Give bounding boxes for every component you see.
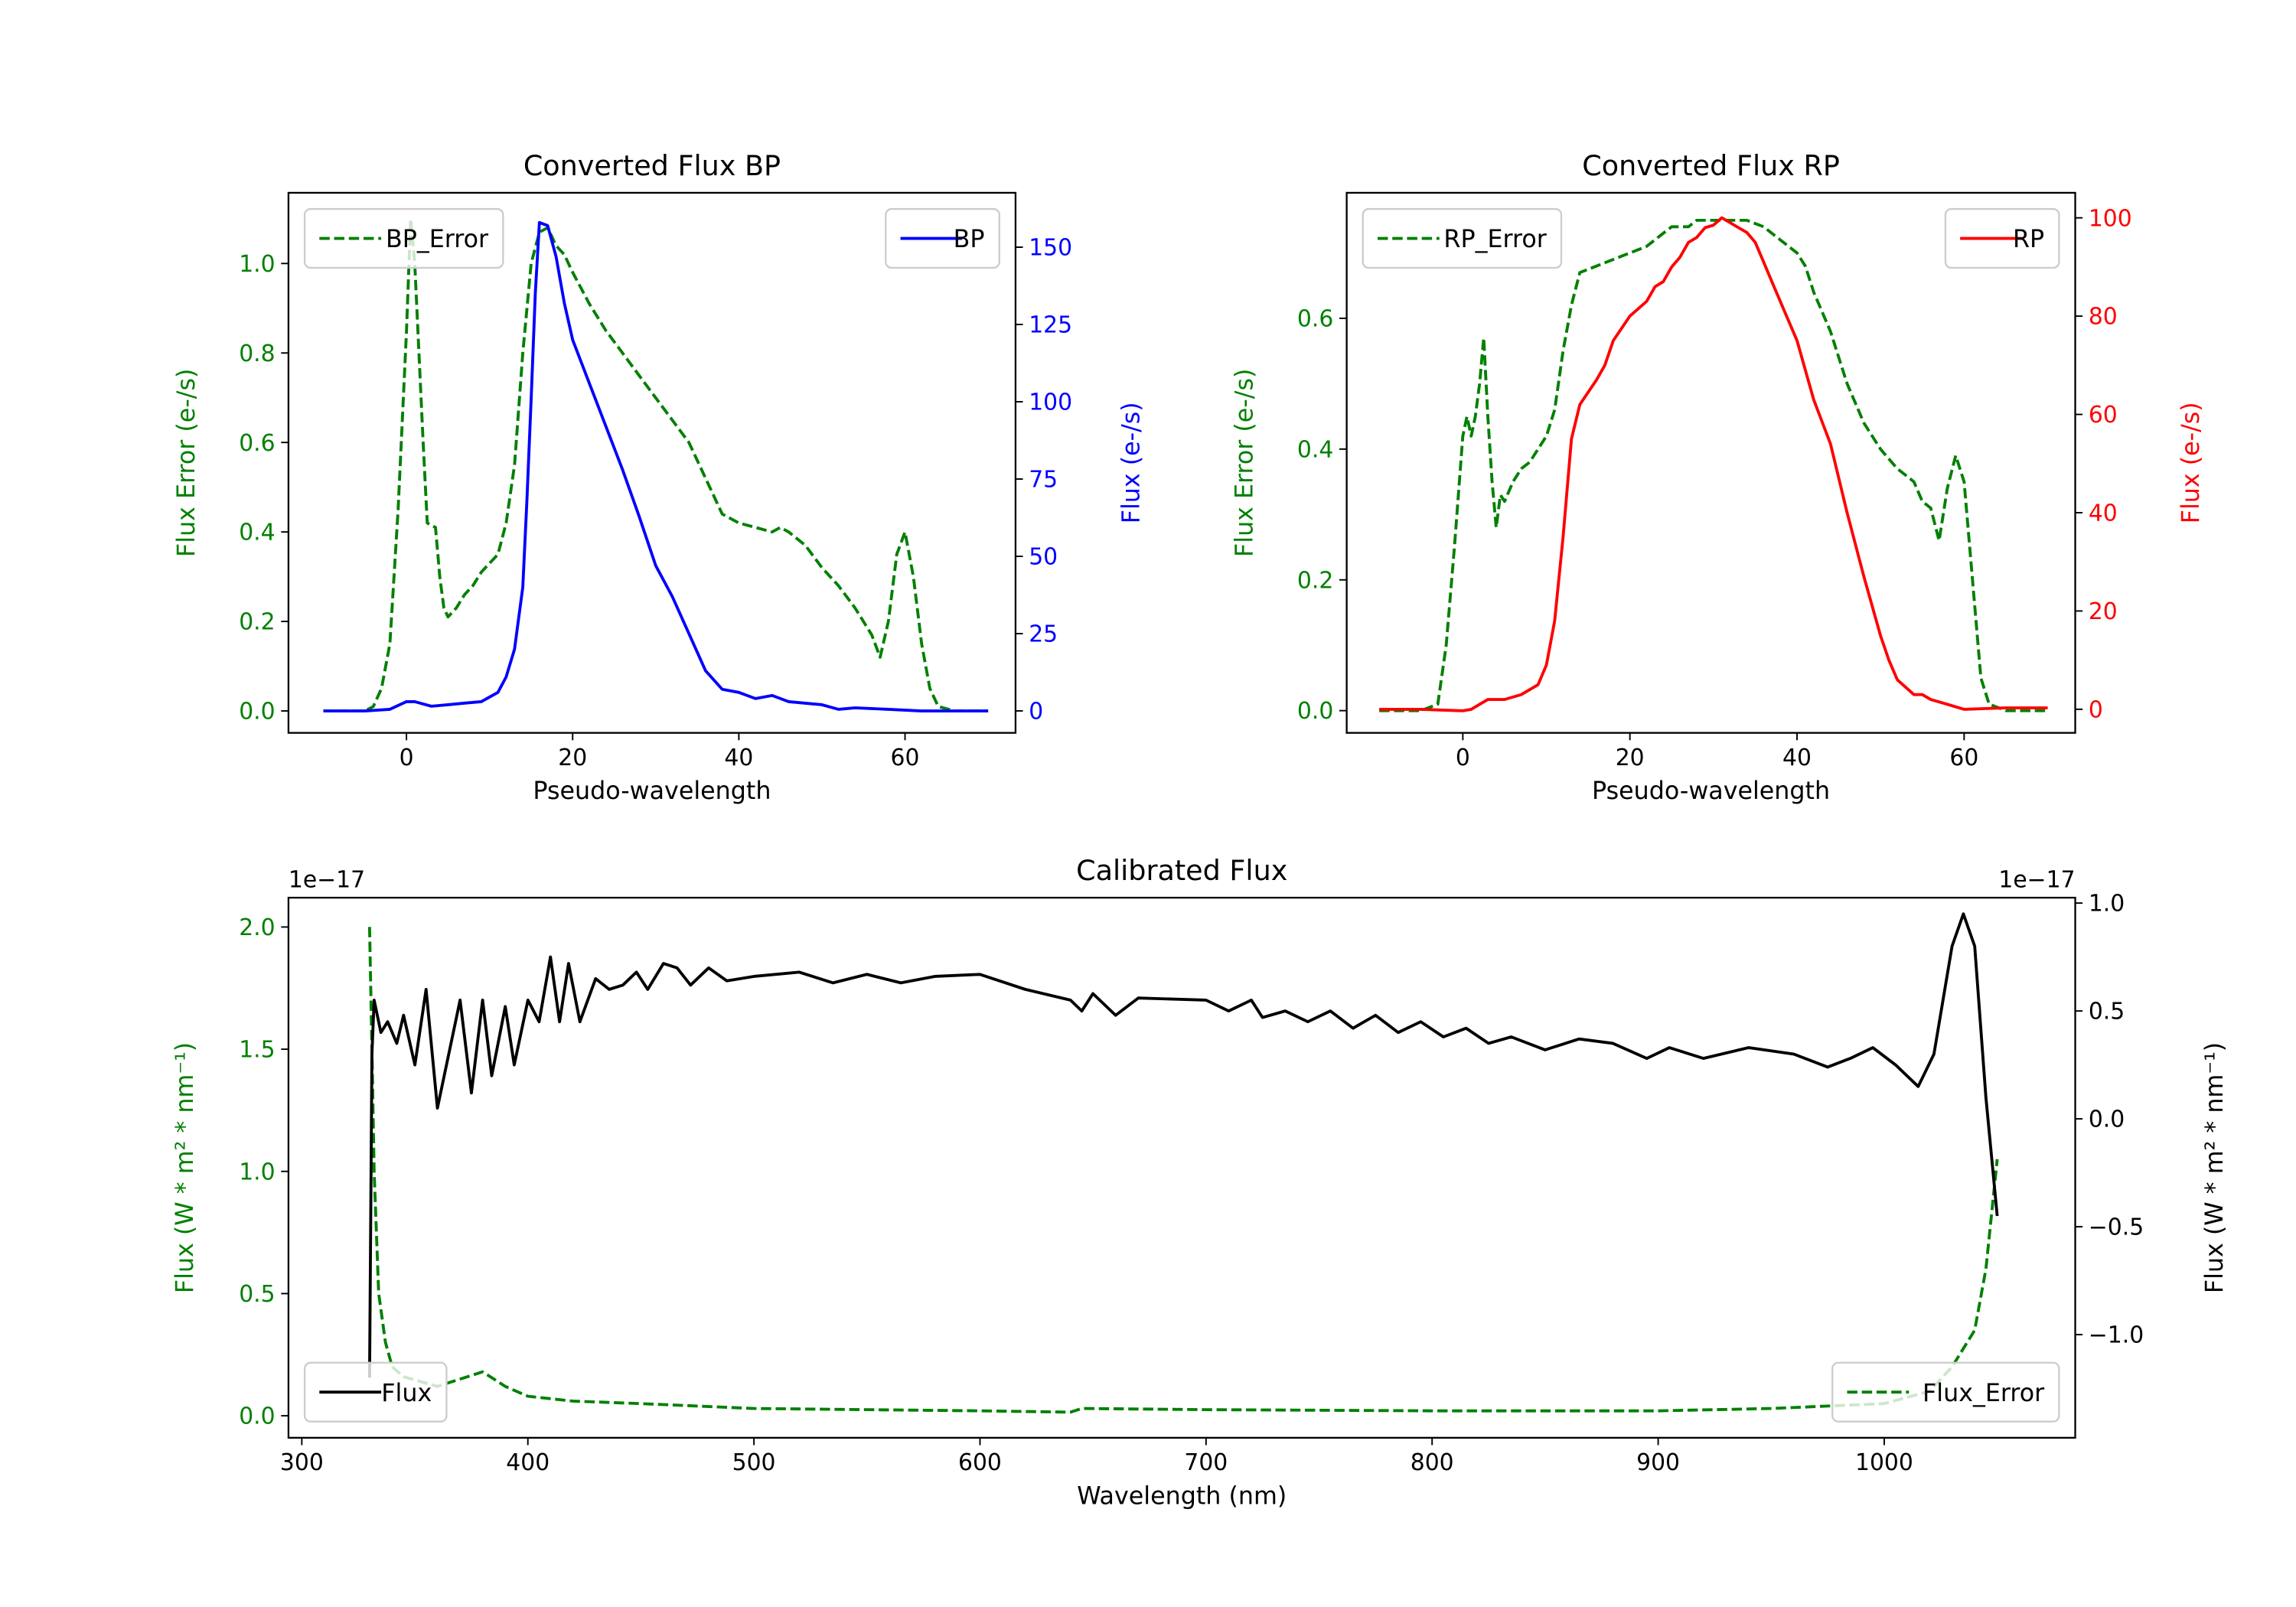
y-left-offset-text: 1e−17 bbox=[289, 867, 365, 894]
y-right-tick-label: 150 bbox=[1029, 235, 1072, 262]
x-tick-label: 60 bbox=[1949, 745, 1978, 771]
y-left-tick-label: 0.8 bbox=[239, 341, 275, 367]
y-left-tick-label: 0.0 bbox=[1297, 698, 1333, 725]
y-right-axis-label: Flux (W * m² * nm⁻¹) bbox=[2201, 1042, 2229, 1293]
x-tick-label: 40 bbox=[1782, 745, 1812, 771]
y-left-tick-label: 0.0 bbox=[239, 699, 275, 725]
y-right-tick-label: 60 bbox=[2089, 402, 2118, 429]
x-axis-label: Pseudo-wavelength bbox=[1592, 777, 1830, 805]
y-right-tick-label: 125 bbox=[1029, 312, 1072, 339]
y-right-tick-label: 40 bbox=[2089, 500, 2118, 527]
y-left-tick-label: 0.4 bbox=[239, 520, 275, 546]
x-tick-label: 60 bbox=[891, 745, 920, 771]
legend-box bbox=[1831, 1361, 2060, 1423]
y-left-tick-label: 0.4 bbox=[1297, 436, 1333, 463]
legend-label: BP bbox=[954, 226, 985, 253]
y-right-tick-label: 50 bbox=[1029, 544, 1058, 571]
x-tick-label: 600 bbox=[958, 1449, 1002, 1476]
legend-label: RP_Error bbox=[1443, 226, 1547, 253]
y-right-tick-label: 100 bbox=[2089, 205, 2132, 232]
subplot-0: 0 20 40 60 0.0 0.2 0.4 0.6 0.8 1.0 0 25 50 75 100 125 15… bbox=[173, 149, 1146, 805]
x-tick-label: 20 bbox=[558, 745, 587, 771]
y-right-tick-label: 25 bbox=[1029, 621, 1058, 648]
y-left-tick-label: 1.0 bbox=[239, 251, 275, 278]
x-axis-label: Wavelength (nm) bbox=[1077, 1482, 1287, 1510]
y-right-tick-label: 100 bbox=[1029, 390, 1072, 416]
x-tick-label: 500 bbox=[732, 1449, 776, 1476]
x-tick-label: 300 bbox=[280, 1449, 324, 1476]
x-tick-label: 400 bbox=[506, 1449, 550, 1476]
series-line-flux-error bbox=[367, 927, 1999, 1414]
y-right-tick-label: −0.5 bbox=[2089, 1214, 2144, 1241]
y-right-tick-label: 0 bbox=[1029, 699, 1043, 725]
y-right-tick-label: 1.0 bbox=[2089, 891, 2125, 918]
y-left-tick-label: 0.6 bbox=[239, 430, 275, 457]
y-left-tick-label: 0.6 bbox=[1297, 306, 1333, 333]
y-left-axis-label: Flux Error (e-/s) bbox=[1231, 369, 1259, 557]
legend-rp: RP bbox=[1944, 207, 2060, 269]
y-right-axis-label: Flux (e-/s) bbox=[2177, 402, 2205, 523]
x-tick-label: 800 bbox=[1411, 1449, 1454, 1476]
y-left-tick-label: 0.2 bbox=[1297, 567, 1333, 594]
y-left-tick-label: 2.0 bbox=[239, 914, 275, 941]
x-tick-label: 0 bbox=[400, 745, 414, 771]
y-right-tick-label: 75 bbox=[1029, 467, 1058, 494]
x-axis-label: Pseudo-wavelength bbox=[533, 777, 771, 805]
y-right-tick-label: 20 bbox=[2089, 598, 2118, 625]
chart-title: Converted Flux BP bbox=[523, 149, 781, 182]
legend-bp-error: BP_Error bbox=[303, 207, 504, 269]
legend-label: RP bbox=[2013, 226, 2044, 253]
y-left-tick-label: 0.0 bbox=[239, 1403, 275, 1430]
axes-frame bbox=[287, 191, 1017, 734]
series-line-flux bbox=[367, 912, 1999, 1378]
subplot-2: 300 400 500 600 700 800 900 1000 0.0 0.5 1.0 1.5 2.0… bbox=[171, 854, 2229, 1510]
x-tick-label: 20 bbox=[1616, 745, 1645, 771]
series-line-bp-error bbox=[323, 217, 989, 712]
y-left-tick-label: 1.5 bbox=[239, 1037, 275, 1064]
y-left-tick-label: 0.2 bbox=[239, 609, 275, 636]
legend-flux: Flux bbox=[303, 1361, 448, 1423]
series-line-rp bbox=[1379, 216, 2048, 712]
legend-bp: BP bbox=[885, 207, 1000, 269]
subplot-1: 0 20 40 60 0.0 0.2 0.4 0.6 0 20 40 60 80 100 Converted… bbox=[1231, 149, 2206, 805]
legend-box bbox=[1362, 207, 1563, 269]
legend-flux-error: Flux_Error bbox=[1831, 1361, 2060, 1423]
y-right-offset-text: 1e−17 bbox=[1998, 867, 2075, 894]
y-right-axis-label: Flux (e-/s) bbox=[1117, 402, 1145, 523]
x-tick-label: 1000 bbox=[1855, 1449, 1913, 1476]
y-left-axis-label: Flux Error (e-/s) bbox=[173, 369, 201, 557]
series-line-bp bbox=[323, 220, 989, 712]
legend-label: Flux_Error bbox=[1923, 1380, 2045, 1407]
chart-title: Converted Flux RP bbox=[1582, 149, 1840, 182]
y-right-tick-label: 0 bbox=[2089, 696, 2103, 723]
y-left-tick-label: 1.0 bbox=[239, 1159, 275, 1185]
legend-label: BP_Error bbox=[386, 226, 489, 253]
legend-box bbox=[303, 207, 504, 269]
axes-frame bbox=[1345, 191, 2076, 734]
y-left-tick-label: 0.5 bbox=[239, 1281, 275, 1308]
chart-title: Calibrated Flux bbox=[1076, 854, 1287, 887]
axes-frame bbox=[287, 896, 2076, 1439]
y-left-axis-label: Flux (W * m² * nm⁻¹) bbox=[171, 1042, 199, 1293]
y-right-tick-label: −1.0 bbox=[2089, 1322, 2144, 1349]
x-tick-label: 700 bbox=[1184, 1449, 1228, 1476]
series-line-rp-error bbox=[1379, 218, 2048, 712]
y-right-tick-label: 80 bbox=[2089, 304, 2118, 331]
legend-label: Flux bbox=[381, 1380, 432, 1407]
y-right-tick-label: 0.0 bbox=[2089, 1107, 2125, 1133]
x-tick-label: 0 bbox=[1456, 745, 1470, 771]
x-tick-label: 40 bbox=[724, 745, 753, 771]
y-right-tick-label: 0.5 bbox=[2089, 999, 2125, 1025]
x-tick-label: 900 bbox=[1636, 1449, 1680, 1476]
legend-rp-error: RP_Error bbox=[1362, 207, 1563, 269]
